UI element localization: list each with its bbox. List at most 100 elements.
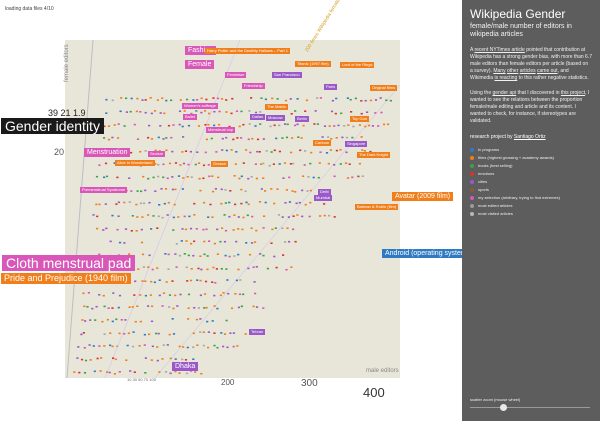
label-suffrage[interactable]: Women's suffrage bbox=[182, 103, 218, 109]
article-point bbox=[235, 240, 238, 243]
label-delhi[interactable]: Delhi bbox=[318, 189, 332, 195]
article-point bbox=[171, 280, 174, 282]
label-feminism2[interactable]: Sexism bbox=[148, 151, 166, 157]
article-point bbox=[352, 125, 355, 128]
article-point bbox=[172, 307, 175, 310]
label-dallas[interactable]: Dallas bbox=[250, 114, 266, 120]
article-point bbox=[240, 305, 243, 308]
article-point bbox=[192, 332, 195, 335]
article-point bbox=[374, 112, 377, 114]
article-point bbox=[282, 177, 285, 179]
label-grease[interactable]: Grease bbox=[211, 161, 229, 167]
article-point bbox=[233, 175, 236, 177]
article-point bbox=[346, 177, 350, 179]
article-point bbox=[254, 163, 257, 165]
article-point bbox=[291, 137, 294, 139]
label-ring[interactable]: Lord of the Rings bbox=[340, 62, 375, 68]
label-feminism[interactable]: Feminism bbox=[225, 72, 247, 78]
article-point bbox=[185, 240, 188, 242]
legend-dot bbox=[470, 211, 474, 216]
reacting-link[interactable]: is reacting bbox=[494, 74, 518, 81]
label-friendship[interactable]: Friendship bbox=[242, 83, 265, 89]
intro-paragraph: A recent NYTimes article pointed that co… bbox=[470, 47, 592, 82]
label-moscow[interactable]: Moscow bbox=[266, 115, 285, 121]
label-premenstrual[interactable]: Premenstrual Syndrome bbox=[80, 187, 128, 193]
label-female[interactable]: Female bbox=[185, 60, 215, 69]
label-topgun[interactable]: Top Gun bbox=[350, 116, 370, 122]
zoom-slider-track[interactable] bbox=[470, 407, 590, 408]
this-project-link[interactable]: this project bbox=[560, 89, 586, 96]
label-gender-identity[interactable]: Gender identity bbox=[1, 118, 104, 134]
article-point bbox=[186, 280, 189, 282]
article-point bbox=[166, 344, 169, 346]
label-singapore[interactable]: Singapore bbox=[345, 141, 368, 147]
label-matrix[interactable]: The Matrix bbox=[265, 104, 288, 110]
label-cartoon[interactable]: Cartoon bbox=[313, 140, 332, 146]
label-mumbai[interactable]: Mumbai bbox=[314, 195, 333, 201]
label-original[interactable]: Original films bbox=[370, 85, 398, 91]
label-paris[interactable]: Paris bbox=[324, 84, 338, 90]
article-point bbox=[95, 175, 99, 178]
article-point bbox=[367, 124, 371, 127]
article-point bbox=[204, 124, 207, 126]
article-point bbox=[239, 279, 242, 281]
article-point bbox=[190, 112, 193, 115]
label-alice[interactable]: Alice in Wonderland bbox=[115, 160, 155, 166]
article-point bbox=[254, 125, 257, 127]
label-android[interactable]: Android (operating system) bbox=[382, 249, 473, 258]
label-menstruation[interactable]: Menstruation bbox=[84, 148, 131, 157]
legend-item[interactable]: books (best selling) bbox=[470, 162, 592, 170]
label-harry-potter[interactable]: Harry Potter and the Deathly Hallows – P… bbox=[205, 48, 290, 54]
article-point bbox=[172, 229, 175, 231]
label-ballet[interactable]: Ballet bbox=[183, 114, 198, 120]
label-sanfrancisco[interactable]: San Francisco bbox=[272, 72, 302, 78]
article-point bbox=[190, 268, 193, 270]
label-batman[interactable]: Batman & Robin (film) bbox=[355, 204, 399, 210]
scatter-plot[interactable] bbox=[65, 40, 400, 378]
article-point bbox=[335, 149, 338, 152]
legend-item[interactable]: emotions bbox=[470, 170, 592, 178]
label-avatar[interactable]: Avatar (2009 film) bbox=[392, 192, 454, 201]
article-point bbox=[339, 149, 342, 151]
label-cloth-pad[interactable]: Cloth menstrual pad bbox=[2, 255, 136, 271]
label-darkknight[interactable]: The Dark Knight bbox=[357, 152, 390, 158]
article-point bbox=[205, 138, 208, 141]
article-point bbox=[111, 136, 114, 139]
came-out-link[interactable]: came out bbox=[537, 67, 558, 74]
gender-api-link[interactable]: gender api bbox=[492, 89, 517, 96]
legend-item[interactable]: tv programs bbox=[470, 146, 592, 154]
articles-link[interactable]: articles bbox=[519, 67, 536, 74]
article-point bbox=[204, 280, 208, 283]
article-point bbox=[233, 255, 236, 257]
label-berlin[interactable]: Berlin bbox=[295, 116, 310, 122]
other-link[interactable]: other bbox=[506, 67, 519, 74]
article-point bbox=[124, 228, 128, 230]
label-fashion[interactable]: Fashion bbox=[185, 46, 216, 55]
legend-item[interactable]: cities bbox=[470, 178, 592, 186]
many-link[interactable]: Many bbox=[493, 67, 506, 74]
article-point bbox=[327, 162, 330, 165]
article-point bbox=[319, 151, 322, 153]
legend-item[interactable]: most edited articles bbox=[470, 202, 592, 210]
legend-item[interactable]: sports bbox=[470, 186, 592, 194]
article-point bbox=[240, 137, 243, 139]
legend-item[interactable]: my selection (arbitrary, trying to find … bbox=[470, 194, 592, 202]
article-point bbox=[225, 268, 228, 270]
label-dhaka[interactable]: Dhaka bbox=[172, 362, 199, 371]
nytimes-article-link[interactable]: recent NYTimes article bbox=[474, 46, 525, 53]
article-point bbox=[212, 190, 215, 193]
label-pride[interactable]: Pride and Prejudice (1940 film) bbox=[1, 273, 131, 284]
article-point bbox=[86, 306, 89, 308]
legend-item[interactable]: films (highest grossing + academy awards… bbox=[470, 154, 592, 162]
article-point bbox=[278, 124, 281, 127]
label-titanic[interactable]: Titanic (1997 film) bbox=[295, 61, 331, 67]
legend-item[interactable]: most visited articles bbox=[470, 210, 592, 218]
article-point bbox=[181, 188, 184, 190]
author-link[interactable]: Santiago Ortiz bbox=[513, 133, 546, 140]
article-point bbox=[254, 241, 257, 243]
zoom-slider-handle[interactable] bbox=[500, 404, 508, 411]
label-menstrual-cup[interactable]: Menstrual cup bbox=[206, 127, 236, 133]
article-point bbox=[247, 267, 250, 270]
label-tehran[interactable]: Tehran bbox=[249, 329, 266, 335]
article-point bbox=[196, 151, 199, 153]
